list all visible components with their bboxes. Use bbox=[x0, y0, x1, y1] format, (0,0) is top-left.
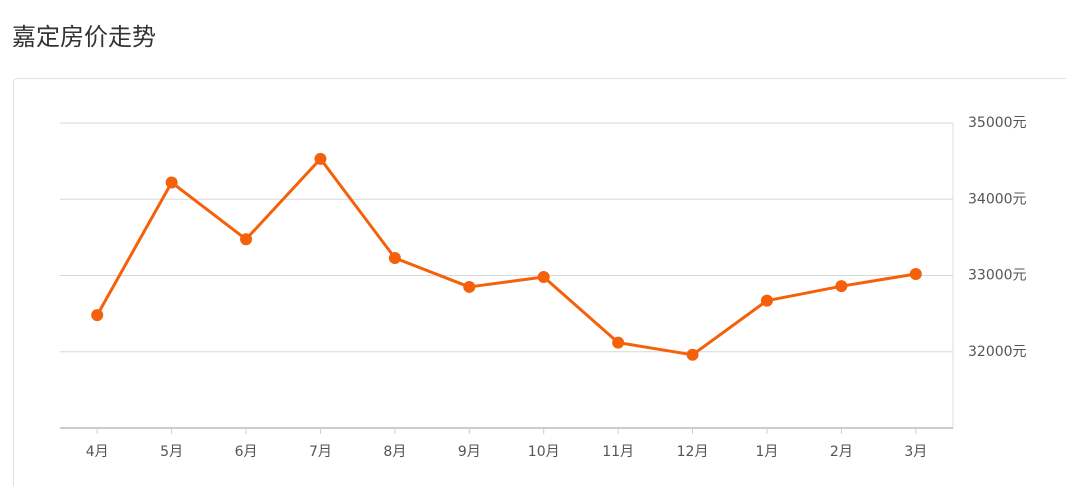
x-tick-label: 4月 bbox=[86, 444, 109, 460]
data-point bbox=[760, 294, 773, 307]
data-point bbox=[165, 176, 178, 189]
data-point bbox=[91, 309, 104, 322]
x-tick-label: 3月 bbox=[904, 444, 927, 460]
y-tick-label: 32000元 bbox=[968, 344, 1027, 360]
x-tick-label: 8月 bbox=[383, 444, 406, 460]
x-tick-label: 1月 bbox=[755, 444, 778, 460]
x-tick-label: 5月 bbox=[160, 444, 183, 460]
y-tick-label: 33000元 bbox=[968, 268, 1027, 284]
data-point bbox=[314, 152, 327, 165]
y-tick-label: 34000元 bbox=[968, 191, 1027, 207]
x-tick-label: 12月 bbox=[677, 444, 709, 460]
data-point bbox=[686, 348, 699, 361]
x-tick-label: 2月 bbox=[830, 444, 853, 460]
x-tick-label: 6月 bbox=[235, 444, 258, 460]
data-point bbox=[537, 271, 550, 284]
x-tick-label: 11月 bbox=[602, 444, 634, 460]
y-tick-label: 35000元 bbox=[968, 115, 1027, 131]
data-point bbox=[909, 267, 922, 280]
x-tick-label: 7月 bbox=[309, 444, 332, 460]
data-point bbox=[240, 233, 253, 246]
data-point bbox=[835, 280, 848, 293]
chart-title: 嘉定房价走势 bbox=[12, 23, 156, 51]
panel bbox=[13, 78, 1066, 486]
data-point bbox=[612, 336, 625, 349]
data-point bbox=[463, 280, 476, 293]
line-series bbox=[95, 157, 917, 357]
data-point bbox=[388, 251, 401, 264]
x-tick-label: 10月 bbox=[528, 444, 560, 460]
x-tick-label: 9月 bbox=[458, 444, 481, 460]
